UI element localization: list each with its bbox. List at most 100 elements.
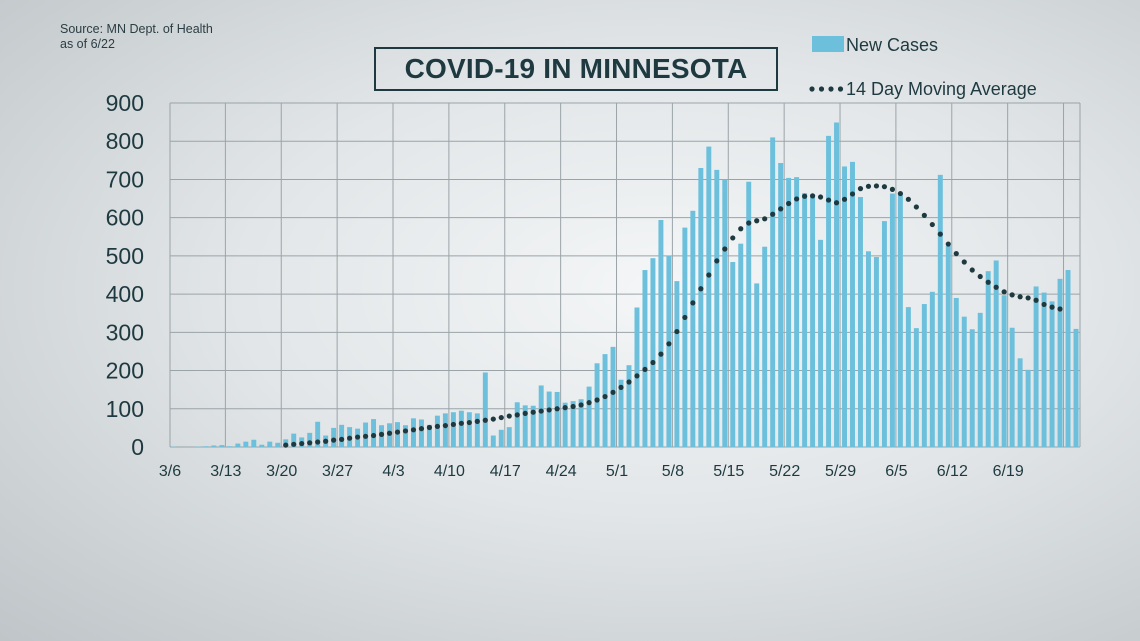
avg-dot: [482, 417, 488, 423]
bar-new-cases: [666, 255, 672, 447]
avg-dot: [323, 438, 329, 444]
bar-new-cases: [698, 167, 704, 447]
bar-new-cases: [1009, 327, 1015, 447]
x-tick-label: 4/17: [490, 463, 521, 480]
bar-new-cases: [418, 419, 424, 447]
bar-new-cases: [730, 262, 736, 447]
bar-new-cases: [482, 372, 488, 447]
bar-new-cases: [754, 283, 760, 447]
bar-new-cases: [929, 291, 935, 447]
avg-dot: [889, 186, 896, 192]
bar-new-cases: [865, 251, 871, 447]
bar-new-cases: [578, 399, 584, 447]
bar-new-cases: [490, 435, 496, 447]
bar-new-cases: [235, 443, 241, 447]
avg-dot: [522, 410, 528, 416]
bar-new-cases: [259, 444, 265, 447]
legend-swatch-new-cases: [812, 36, 844, 52]
moving-average-series: [283, 183, 1063, 448]
x-tick-label: 6/19: [993, 463, 1024, 480]
bar-new-cases: [403, 425, 408, 447]
avg-dot: [1001, 289, 1007, 295]
gridlines: [169, 102, 1081, 448]
bar-new-cases: [770, 137, 776, 447]
y-tick-label: 500: [106, 243, 144, 269]
bar-new-cases: [506, 427, 512, 447]
avg-dot: [746, 220, 752, 226]
bar-new-cases: [650, 258, 656, 447]
x-tick-label: 3/13: [210, 463, 241, 480]
avg-dot: [754, 218, 760, 224]
avg-dot: [770, 211, 776, 217]
avg-dot: [833, 200, 840, 206]
bar-new-cases: [251, 439, 257, 447]
y-tick-label: 100: [106, 396, 144, 422]
avg-dot: [666, 341, 672, 347]
bar-new-cases: [538, 385, 544, 447]
x-tick-label: 6/12: [937, 463, 968, 480]
avg-dot: [602, 393, 608, 400]
date-line: as of 6/22: [60, 37, 115, 51]
x-tick-label: 5/15: [713, 463, 744, 480]
bar-new-cases: [826, 135, 832, 448]
bar-new-cases: [1033, 286, 1039, 447]
avg-dot: [546, 407, 552, 413]
legend-dot: [837, 86, 844, 92]
x-tick-label: 5/29: [825, 463, 856, 480]
bar-new-cases: [618, 379, 624, 447]
legend-dot: [809, 86, 815, 92]
legend-dot: [828, 86, 834, 92]
avg-dot: [722, 246, 728, 252]
y-axis-ticks: 0 100 200 300 400 500 600 700 800 900: [106, 90, 144, 460]
avg-dot: [498, 414, 504, 421]
bar-new-cases: [1001, 295, 1007, 447]
avg-dot: [642, 366, 648, 373]
avg-dot: [714, 258, 720, 264]
avg-dot: [426, 424, 433, 431]
avg-dot: [650, 359, 656, 366]
avg-dot: [378, 431, 385, 437]
avg-dot: [849, 191, 856, 197]
bar-new-cases: [889, 193, 895, 447]
avg-dot: [778, 206, 784, 212]
avg-dot: [881, 184, 888, 190]
avg-dot: [283, 442, 289, 448]
avg-dot: [562, 405, 568, 411]
avg-dot: [913, 204, 919, 210]
avg-dot: [331, 437, 337, 443]
avg-dot: [762, 216, 768, 222]
avg-dot: [1057, 306, 1063, 312]
x-tick-label: 5/8: [662, 463, 684, 480]
x-tick-label: 4/3: [382, 463, 404, 480]
avg-dot: [347, 435, 353, 441]
avg-dot: [402, 428, 409, 434]
bar-new-cases: [714, 169, 720, 447]
avg-dot: [594, 397, 600, 403]
bar-new-cases: [586, 386, 592, 447]
bar-new-cases: [227, 446, 233, 447]
bar-new-cases: [794, 177, 800, 447]
avg-dot: [386, 430, 393, 436]
avg-dot: [434, 423, 441, 429]
bar-new-cases: [458, 410, 464, 447]
chart-title: COVID-19 IN MINNESOTA: [374, 47, 778, 91]
bar-series: [171, 122, 1079, 448]
legend-dot: [818, 86, 825, 92]
bar-new-cases: [945, 245, 951, 447]
y-tick-label: 600: [106, 205, 144, 231]
avg-dot: [953, 250, 959, 257]
legend-label-new-cases: New Cases: [846, 35, 938, 55]
bar-new-cases: [203, 446, 209, 447]
x-tick-label: 6/5: [885, 463, 907, 480]
avg-dot: [873, 183, 880, 189]
bar-new-cases: [1049, 301, 1055, 447]
source-note: Source: MN Dept. of Health as of 6/22: [60, 22, 213, 52]
avg-dot: [474, 418, 480, 424]
avg-dot: [794, 196, 800, 202]
avg-dot: [578, 402, 584, 408]
avg-dot: [809, 193, 816, 199]
bar-new-cases: [921, 304, 927, 447]
bar-new-cases: [1041, 292, 1047, 447]
avg-dot: [490, 416, 496, 422]
